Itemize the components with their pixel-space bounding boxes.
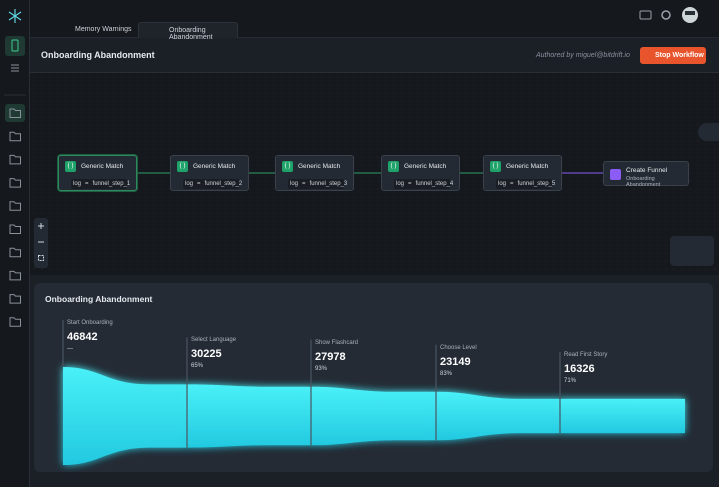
filter-value: funnel_step_3 [309,181,348,187]
list-icon[interactable] [11,64,19,72]
tab-active[interactable]: Onboarding Abandonment [138,22,238,41]
filter-op: = [302,181,306,187]
filter-op: = [408,181,412,187]
funnel-panel: Onboarding Abandonment Start Onboarding 4… [34,283,713,472]
filter-field: log [73,181,82,187]
action-subtitle: Onboarding Abandonment [626,176,661,188]
node-title: Generic Match [404,163,447,170]
step-count: 46842 [67,331,98,343]
node-filter: log = funnel_step_4 [394,179,453,189]
folder-icon[interactable] [9,317,21,327]
minimap [670,236,714,266]
filter-value: funnel_step_1 [92,181,131,187]
folder-icon[interactable] [9,247,21,258]
node-title: Generic Match [298,163,341,170]
step-rate: 93% [315,365,328,372]
sidebar [0,0,30,487]
folder-icon[interactable] [9,224,21,234]
step-label: Choose Level [440,344,477,351]
fit[interactable] [38,255,44,261]
node-filter: log = funnel_step_2 [183,179,242,189]
step-count: 23149 [440,355,471,368]
folder-icon[interactable] [9,131,21,142]
filter-field: log [396,181,405,187]
edges [137,172,603,174]
filter-field: log [290,181,299,187]
funnel-title: Onboarding Abandonment [45,294,153,304]
node-title: Generic Match [193,163,236,170]
match-node[interactable]: { } Generic Match log = funnel_step_3 [275,155,354,191]
match-node[interactable]: { } Generic Match log = funnel_step_1 [58,155,137,191]
sidebar-icons [4,9,26,327]
match-node[interactable]: { } Generic Match log = funnel_step_5 [483,155,562,191]
action-title: Create Funnel [626,167,668,174]
node-icon: { } [282,161,293,172]
folder-icon[interactable] [9,294,21,304]
step-rate: 65% [191,363,204,370]
filter-op: = [510,181,514,187]
step-label: Show Flashcard [315,339,359,346]
node-icon: { } [490,161,501,172]
folder-icon[interactable] [9,154,21,165]
step-rate: 71% [564,377,577,384]
node-icon: { } [65,161,76,172]
filter-field: log [185,181,194,187]
header: Onboarding Abandonment Authored by migue… [30,38,719,73]
match-node[interactable]: { } Generic Match log = funnel_step_2 [170,155,249,191]
step-label: Select Language [191,337,237,344]
filter-field: log [498,181,507,187]
step-label: Start Onboarding [67,320,113,326]
step-count: 27978 [315,350,346,363]
action-node[interactable]: Create Funnel Onboarding Abandonment [603,161,689,188]
settings-icon[interactable] [661,10,671,20]
folder-icon[interactable] [9,201,21,211]
phone-icon [11,39,19,52]
node-icon: { } [177,161,188,172]
step-label: Read First Story [564,351,608,358]
node-filter: log = funnel_step_3 [288,179,347,189]
author: Authored by miguel@bitdrift.io [536,52,630,59]
node-title: Generic Match [81,163,124,170]
folder-icon[interactable] [9,270,21,281]
step-rate: — [67,346,73,352]
node-filter: log = funnel_step_5 [496,179,555,189]
match-node[interactable]: { } Generic Match log = funnel_step_4 [381,155,460,191]
stop-button[interactable]: Stop Workflow [640,47,706,64]
folder-icon[interactable] [9,178,21,188]
tab[interactable]: Memory Warnings [75,26,132,33]
step-rate: 83% [440,370,453,377]
folder-icon[interactable] [9,108,21,118]
node-icon: { } [388,161,399,172]
nav-active[interactable] [5,36,25,56]
filter-value: funnel_step_5 [517,181,556,187]
filter-op: = [197,181,201,187]
action-icon [610,169,621,180]
folder-active[interactable] [5,104,25,122]
filter-value: funnel_step_2 [204,181,243,187]
workflow-canvas: { } Generic Match log = funnel_step_1{ } Gene… [30,73,719,275]
filter-op: = [85,181,89,187]
node-title: Generic Match [506,163,549,170]
page-title: Onboarding Abandonment [41,50,155,60]
logo [8,9,22,23]
zoom-controls [34,218,48,268]
top-icons [639,7,698,23]
node-filter: log = funnel_step_1 [71,179,130,189]
filter-value: funnel_step_4 [415,181,454,187]
feedback-button[interactable] [698,123,719,141]
tab-bar: Memory Warnings Onboarding Abandonment [30,0,719,41]
step-count: 30225 [191,348,222,361]
step-count: 16326 [564,362,595,375]
chat-icon[interactable] [639,10,652,20]
